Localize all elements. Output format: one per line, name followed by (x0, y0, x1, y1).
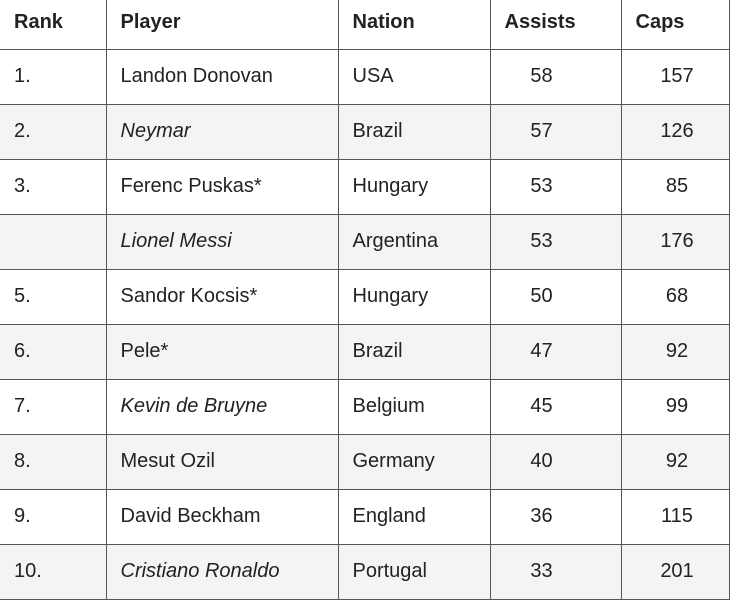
cell-nation: Belgium (337, 378, 491, 435)
cell-assists: 58 (489, 48, 622, 105)
cell-caps: 126 (620, 103, 730, 160)
cell-player: Sandor Kocsis* (105, 268, 339, 325)
cell-caps: 68 (620, 268, 730, 325)
header-nation: Nation (337, 0, 491, 50)
cell-player: Neymar (105, 103, 339, 160)
cell-rank: 1. (0, 48, 107, 105)
header-caps: Caps (620, 0, 730, 50)
table-row: Lionel Messi Argentina 53 176 (0, 213, 730, 270)
cell-assists: 53 (489, 213, 622, 270)
table-body: 1. Landon Donovan USA 58 157 2. Neymar Brazil 57… (0, 48, 730, 600)
table-row: 3. Ferenc Puskas* Hungary 53 85 (0, 158, 730, 215)
cell-assists: 47 (489, 323, 622, 380)
cell-rank: 7. (0, 378, 107, 435)
header-rank: Rank (0, 0, 107, 50)
cell-nation: Brazil (337, 323, 491, 380)
cell-player: Landon Donovan (105, 48, 339, 105)
cell-assists: 53 (489, 158, 622, 215)
cell-assists: 33 (489, 543, 622, 600)
cell-player: Pele* (105, 323, 339, 380)
cell-player: Ferenc Puskas* (105, 158, 339, 215)
cell-caps: 157 (620, 48, 730, 105)
cell-player: Kevin de Bruyne (105, 378, 339, 435)
header-player: Player (105, 0, 339, 50)
table-row: 5. Sandor Kocsis* Hungary 50 68 (0, 268, 730, 325)
cell-player: Mesut Ozil (105, 433, 339, 490)
cell-caps: 85 (620, 158, 730, 215)
cell-caps: 92 (620, 433, 730, 490)
cell-nation: Portugal (337, 543, 491, 600)
cell-caps: 92 (620, 323, 730, 380)
table-row: 7. Kevin de Bruyne Belgium 45 99 (0, 378, 730, 435)
header-assists: Assists (489, 0, 622, 50)
cell-nation: Hungary (337, 268, 491, 325)
cell-player: Cristiano Ronaldo (105, 543, 339, 600)
cell-rank (0, 213, 107, 270)
cell-player: David Beckham (105, 488, 339, 545)
cell-rank: 9. (0, 488, 107, 545)
cell-rank: 10. (0, 543, 107, 600)
table-row: 8. Mesut Ozil Germany 40 92 (0, 433, 730, 490)
cell-assists: 36 (489, 488, 622, 545)
cell-nation: USA (337, 48, 491, 105)
cell-nation: Hungary (337, 158, 491, 215)
table-row: 6. Pele* Brazil 47 92 (0, 323, 730, 380)
cell-rank: 2. (0, 103, 107, 160)
cell-rank: 6. (0, 323, 107, 380)
cell-rank: 8. (0, 433, 107, 490)
cell-assists: 50 (489, 268, 622, 325)
cell-caps: 115 (620, 488, 730, 545)
cell-assists: 57 (489, 103, 622, 160)
cell-assists: 45 (489, 378, 622, 435)
cell-rank: 5. (0, 268, 107, 325)
cell-assists: 40 (489, 433, 622, 490)
table-row: 9. David Beckham England 36 115 (0, 488, 730, 545)
cell-caps: 176 (620, 213, 730, 270)
table-row: 2. Neymar Brazil 57 126 (0, 103, 730, 160)
cell-caps: 99 (620, 378, 730, 435)
cell-player: Lionel Messi (105, 213, 339, 270)
table-row: 10. Cristiano Ronaldo Portugal 33 201 (0, 543, 730, 600)
cell-caps: 201 (620, 543, 730, 600)
table-header: Rank Player Nation Assists Caps (0, 0, 730, 50)
cell-nation: Brazil (337, 103, 491, 160)
cell-nation: Germany (337, 433, 491, 490)
header-row: Rank Player Nation Assists Caps (0, 0, 730, 50)
cell-nation: England (337, 488, 491, 545)
cell-rank: 3. (0, 158, 107, 215)
cell-nation: Argentina (337, 213, 491, 270)
table-row: 1. Landon Donovan USA 58 157 (0, 48, 730, 105)
